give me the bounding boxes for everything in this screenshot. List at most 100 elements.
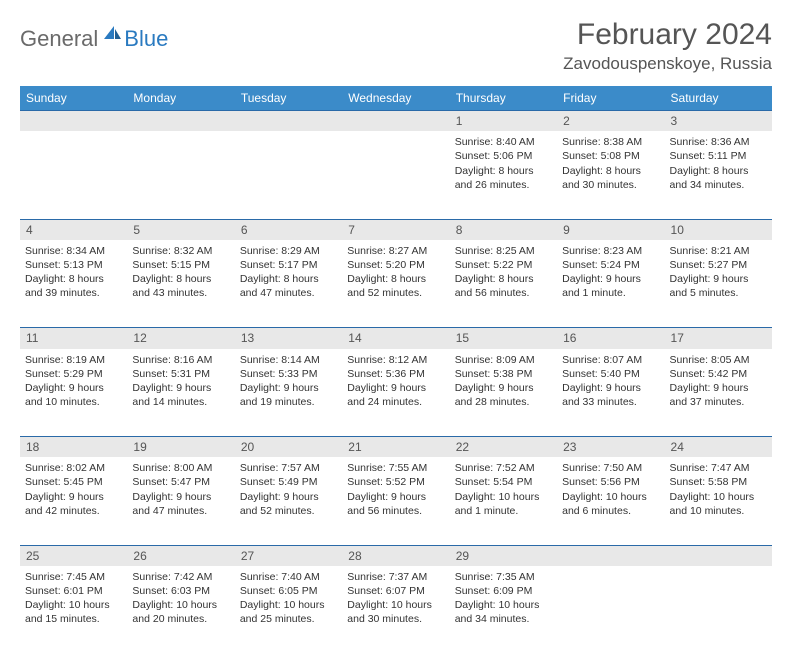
daylight-text-1: Daylight: 8 hours (25, 272, 122, 286)
month-title: February 2024 (563, 18, 772, 52)
day-number (20, 111, 127, 132)
sunrise-text: Sunrise: 8:02 AM (25, 461, 122, 475)
daylight-text-1: Daylight: 8 hours (562, 164, 659, 178)
day-cell: Sunrise: 8:02 AMSunset: 5:45 PMDaylight:… (20, 457, 127, 545)
day-cell: Sunrise: 8:36 AMSunset: 5:11 PMDaylight:… (665, 131, 772, 219)
sunset-text: Sunset: 5:31 PM (132, 367, 229, 381)
day-number: 28 (342, 545, 449, 566)
daylight-text-1: Daylight: 10 hours (562, 490, 659, 504)
daynum-row: 2526272829 (20, 545, 772, 566)
day-number (235, 111, 342, 132)
daynum-row: 11121314151617 (20, 328, 772, 349)
daylight-text-2: and 1 minute. (455, 504, 552, 518)
daylight-text-1: Daylight: 8 hours (670, 164, 767, 178)
day-header-row: Sunday Monday Tuesday Wednesday Thursday… (20, 86, 772, 111)
day-header: Thursday (450, 86, 557, 111)
daylight-text-2: and 56 minutes. (455, 286, 552, 300)
day-cell: Sunrise: 7:57 AMSunset: 5:49 PMDaylight:… (235, 457, 342, 545)
sunrise-text: Sunrise: 8:32 AM (132, 244, 229, 258)
daylight-text-1: Daylight: 10 hours (455, 490, 552, 504)
daylight-text-2: and 39 minutes. (25, 286, 122, 300)
day-cell: Sunrise: 8:16 AMSunset: 5:31 PMDaylight:… (127, 349, 234, 437)
day-number: 12 (127, 328, 234, 349)
daylight-text-1: Daylight: 9 hours (562, 272, 659, 286)
sunset-text: Sunset: 6:09 PM (455, 584, 552, 598)
daylight-text-2: and 26 minutes. (455, 178, 552, 192)
sunset-text: Sunset: 5:45 PM (25, 475, 122, 489)
sunrise-text: Sunrise: 8:21 AM (670, 244, 767, 258)
sunrise-text: Sunrise: 7:40 AM (240, 570, 337, 584)
day-number: 14 (342, 328, 449, 349)
sunset-text: Sunset: 5:24 PM (562, 258, 659, 272)
day-cell: Sunrise: 7:47 AMSunset: 5:58 PMDaylight:… (665, 457, 772, 545)
daylight-text-2: and 25 minutes. (240, 612, 337, 626)
daylight-text-2: and 30 minutes. (562, 178, 659, 192)
sunset-text: Sunset: 5:20 PM (347, 258, 444, 272)
day-number (665, 545, 772, 566)
day-cell (342, 131, 449, 219)
daylight-text-2: and 10 minutes. (25, 395, 122, 409)
day-cell: Sunrise: 7:40 AMSunset: 6:05 PMDaylight:… (235, 566, 342, 654)
day-number: 27 (235, 545, 342, 566)
day-number: 21 (342, 437, 449, 458)
day-header: Friday (557, 86, 664, 111)
day-number: 4 (20, 219, 127, 240)
sunrise-text: Sunrise: 8:29 AM (240, 244, 337, 258)
daylight-text-1: Daylight: 8 hours (132, 272, 229, 286)
location: Zavodouspenskoye, Russia (563, 54, 772, 74)
daynum-row: 123 (20, 111, 772, 132)
day-number: 18 (20, 437, 127, 458)
daylight-text-2: and 34 minutes. (455, 612, 552, 626)
day-number: 17 (665, 328, 772, 349)
sunset-text: Sunset: 5:36 PM (347, 367, 444, 381)
sunset-text: Sunset: 5:40 PM (562, 367, 659, 381)
daylight-text-2: and 28 minutes. (455, 395, 552, 409)
sunset-text: Sunset: 6:05 PM (240, 584, 337, 598)
sunset-text: Sunset: 5:54 PM (455, 475, 552, 489)
day-number: 9 (557, 219, 664, 240)
logo: General Blue (20, 24, 168, 53)
day-cell: Sunrise: 7:50 AMSunset: 5:56 PMDaylight:… (557, 457, 664, 545)
sunrise-text: Sunrise: 7:42 AM (132, 570, 229, 584)
day-cell: Sunrise: 8:21 AMSunset: 5:27 PMDaylight:… (665, 240, 772, 328)
day-number (557, 545, 664, 566)
sunset-text: Sunset: 6:01 PM (25, 584, 122, 598)
sunset-text: Sunset: 5:56 PM (562, 475, 659, 489)
day-number: 6 (235, 219, 342, 240)
daylight-text-2: and 47 minutes. (132, 504, 229, 518)
info-row: Sunrise: 8:34 AMSunset: 5:13 PMDaylight:… (20, 240, 772, 328)
info-row: Sunrise: 8:02 AMSunset: 5:45 PM Daylight:… (20, 457, 772, 545)
day-number: 10 (665, 219, 772, 240)
sunrise-text: Sunrise: 8:12 AM (347, 353, 444, 367)
sunset-text: Sunset: 5:58 PM (670, 475, 767, 489)
sunrise-text: Sunrise: 8:14 AM (240, 353, 337, 367)
daylight-text-2: and 43 minutes. (132, 286, 229, 300)
day-number: 29 (450, 545, 557, 566)
day-cell: Sunrise: 8:29 AMSunset: 5:17 PMDaylight:… (235, 240, 342, 328)
sunrise-text: Sunrise: 7:45 AM (25, 570, 122, 584)
daylight-text-1: Daylight: 9 hours (347, 381, 444, 395)
day-header: Tuesday (235, 86, 342, 111)
sunrise-text: Sunrise: 8:23 AM (562, 244, 659, 258)
daylight-text-2: and 20 minutes. (132, 612, 229, 626)
sunrise-text: Sunrise: 8:38 AM (562, 135, 659, 149)
daylight-text-1: Daylight: 10 hours (240, 598, 337, 612)
sunrise-text: Sunrise: 7:35 AM (455, 570, 552, 584)
day-cell: Sunrise: 8:19 AMSunset: 5:29 PMDaylight:… (20, 349, 127, 437)
day-header: Wednesday (342, 86, 449, 111)
daylight-text-1: Daylight: 9 hours (132, 490, 229, 504)
sunrise-text: Sunrise: 8:27 AM (347, 244, 444, 258)
day-cell: Sunrise: 8:23 AMSunset: 5:24 PMDaylight:… (557, 240, 664, 328)
header: General Blue February 2024 Zavodouspensk… (20, 18, 772, 74)
daylight-text-1: Daylight: 9 hours (670, 272, 767, 286)
sunrise-text: Sunrise: 8:05 AM (670, 353, 767, 367)
day-cell: Sunrise: 7:42 AMSunset: 6:03 PMDaylight:… (127, 566, 234, 654)
sunset-text: Sunset: 5:47 PM (132, 475, 229, 489)
sunset-text: Sunset: 5:15 PM (132, 258, 229, 272)
day-number: 13 (235, 328, 342, 349)
daylight-text-2: and 10 minutes. (670, 504, 767, 518)
day-number: 7 (342, 219, 449, 240)
sunrise-text: Sunrise: 7:57 AM (240, 461, 337, 475)
daynum-row: 45678910 (20, 219, 772, 240)
daylight-text-2: and 24 minutes. (347, 395, 444, 409)
